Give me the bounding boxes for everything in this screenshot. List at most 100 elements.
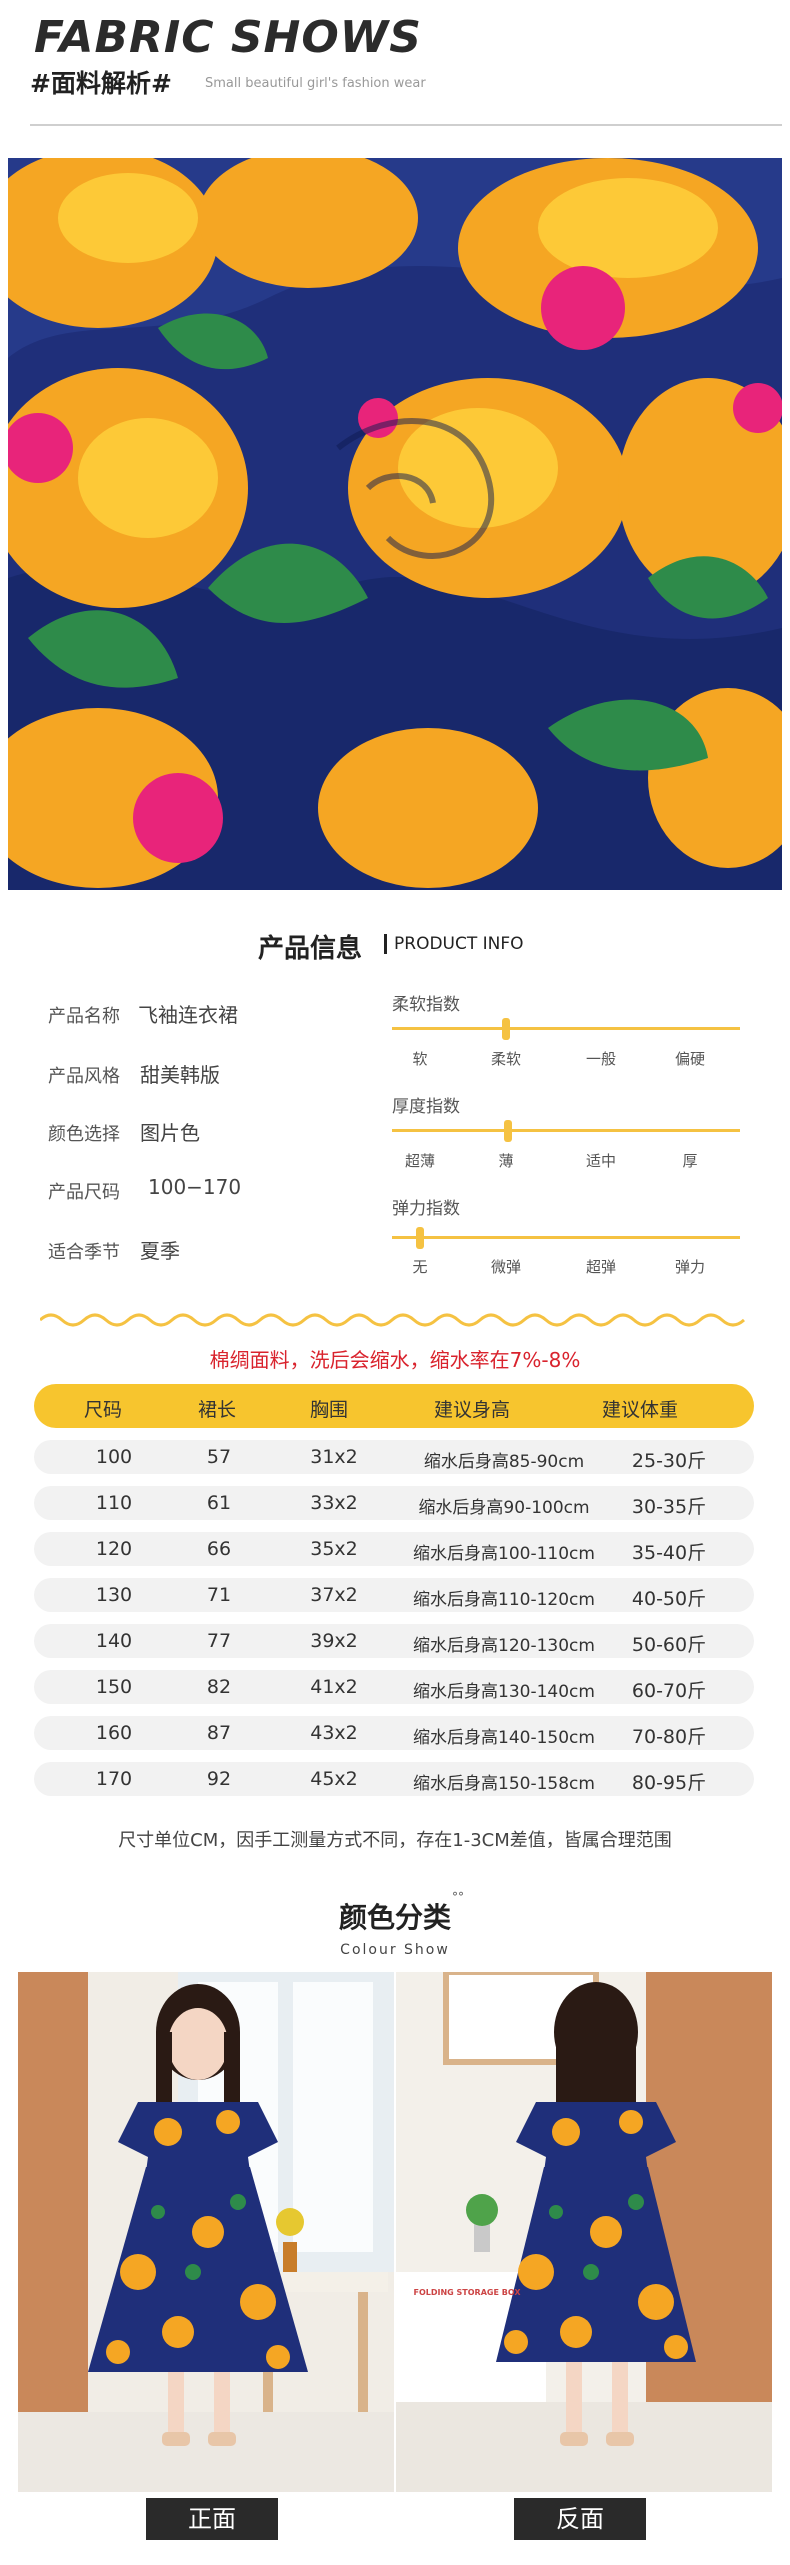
index-tick: 超薄 [404,1152,435,1170]
spec-label: 产品风格 [48,1066,120,1087]
wavy-divider [40,1313,746,1327]
measurement-note: 尺寸单位CM，因手工测量方式不同，存在1-3CM差值，皆属合理范围 [118,1830,672,1851]
table-cell: 61 [206,1492,232,1514]
title-separator [384,934,387,954]
front-caption: 正面 [146,2498,278,2540]
header-divider [30,124,782,126]
table-header-weight: 建议体重 [602,1399,679,1421]
table-row: 100 57 31x2 缩水后身高85-90cm 25-30斤 [34,1440,754,1474]
table-cell: 缩水后身高90-100cm [418,1498,590,1518]
elasticity-index-marker [416,1227,424,1249]
storage-box-label: FOLDING STORAGE BOX [413,2288,521,2297]
table-cell: 82 [206,1676,232,1698]
elasticity-index-track [392,1236,740,1239]
front-photo [18,1972,394,2492]
table-cell: 缩水后身高150-158cm [413,1774,595,1794]
table-cell: 70-80斤 [631,1726,707,1748]
table-cell: 35-40斤 [631,1542,707,1564]
table-cell: 130 [95,1584,133,1606]
back-caption: 反面 [514,2498,646,2540]
table-cell: 33x2 [310,1492,358,1514]
index-tick: 一般 [585,1050,616,1068]
table-cell: 66 [206,1538,232,1560]
table-cell: 80-95斤 [631,1772,707,1794]
index-tick: 超弹 [585,1258,616,1276]
table-cell: 37x2 [310,1584,358,1606]
spec-label: 产品尺码 [48,1182,120,1203]
table-row: 160 87 43x2 缩水后身高140-150cm 70-80斤 [34,1716,754,1750]
spec-value: 飞袖连衣裙 [138,1003,238,1027]
colour-section-title-en: Colour Show [340,1942,450,1958]
table-row: 110 61 33x2 缩水后身高90-100cm 30-35斤 [34,1486,754,1520]
spec-value: 100−170 [148,1175,242,1199]
softness-index-marker [502,1018,510,1040]
product-info-title: 产品信息 [258,934,363,964]
product-info-title-en: PRODUCT INFO [394,934,524,954]
table-row: 150 82 41x2 缩水后身高130-140cm 60-70斤 [34,1670,754,1704]
softness-index-label: 柔软指数 [392,995,460,1015]
table-header-chest: 胸围 [310,1399,349,1421]
table-cell: 92 [206,1768,232,1790]
table-cell: 41x2 [310,1676,358,1698]
table-cell: 170 [95,1768,133,1790]
table-cell: 30-35斤 [631,1496,707,1518]
thickness-index-track [392,1129,740,1132]
table-cell: 100 [95,1446,133,1468]
spec-value: 甜美韩版 [140,1063,220,1087]
table-cell: 87 [206,1722,232,1744]
section-subtitle: #面料解析# [30,69,172,98]
thickness-index-marker [504,1120,512,1142]
plant-icon [466,2194,498,2252]
table-cell: 60-70斤 [631,1680,707,1702]
table-cell: 50-60斤 [631,1634,707,1656]
size-table-header: 尺码 裙长 胸围 建议身高 建议体重 [34,1384,754,1428]
table-cell: 77 [206,1630,232,1652]
thickness-index-label: 厚度指数 [392,1097,460,1117]
elasticity-index-label: 弹力指数 [392,1199,460,1219]
table-row: 130 71 37x2 缩水后身高110-120cm 40-50斤 [34,1578,754,1612]
index-tick: 厚 [682,1152,698,1170]
table-cell: 57 [206,1446,232,1468]
colour-section-title: 颜色分类 [338,1901,451,1934]
table-row: 140 77 39x2 缩水后身高120-130cm 50-60斤 [34,1624,754,1658]
index-tick: 微弹 [490,1258,521,1276]
table-cell: 31x2 [310,1446,358,1468]
table-row: 120 66 35x2 缩水后身高100-110cm 35-40斤 [34,1532,754,1566]
table-cell: 120 [95,1538,133,1560]
table-cell: 150 [95,1676,133,1698]
table-header-size: 尺码 [84,1399,123,1421]
table-header-length: 裙长 [198,1399,237,1421]
spec-label: 颜色选择 [48,1124,120,1145]
index-tick: 薄 [498,1152,514,1170]
fabric-image [8,158,782,890]
table-cell: 45x2 [310,1768,358,1790]
table-header-height: 建议身高 [434,1399,511,1421]
table-cell: 110 [95,1492,133,1514]
table-cell: 缩水后身高110-120cm [413,1590,595,1610]
back-photo: FOLDING STORAGE BOX [396,1972,772,2492]
table-cell: 40-50斤 [631,1588,707,1610]
table-cell: 39x2 [310,1630,358,1652]
table-cell: 71 [206,1584,232,1606]
shrink-notice: 棉绸面料，洗后会缩水，缩水率在7%-8% [209,1348,581,1372]
index-tick: 柔软 [490,1050,521,1068]
index-tick: 无 [412,1258,428,1276]
table-cell: 缩水后身高130-140cm [413,1682,595,1702]
section-subtitle-en: Small beautiful girl's fashion wear [205,76,426,91]
index-tick: 偏硬 [674,1050,705,1068]
plant-icon [276,2208,304,2272]
softness-index-track [392,1027,740,1030]
table-cell: 160 [95,1722,133,1744]
spec-value: 夏季 [140,1239,180,1263]
table-cell: 缩水后身高85-90cm [423,1452,585,1472]
page-title: FABRIC SHOWS [34,12,422,63]
table-cell: 140 [95,1630,133,1652]
index-tick: 适中 [585,1152,616,1170]
table-cell: 缩水后身高120-130cm [413,1636,595,1656]
table-row: 170 92 45x2 缩水后身高150-158cm 80-95斤 [34,1762,754,1796]
table-cell: 43x2 [310,1722,358,1744]
table-cell: 35x2 [310,1538,358,1560]
table-cell: 25-30斤 [631,1450,707,1472]
index-tick: 弹力 [674,1258,705,1276]
index-tick: 软 [412,1050,428,1068]
